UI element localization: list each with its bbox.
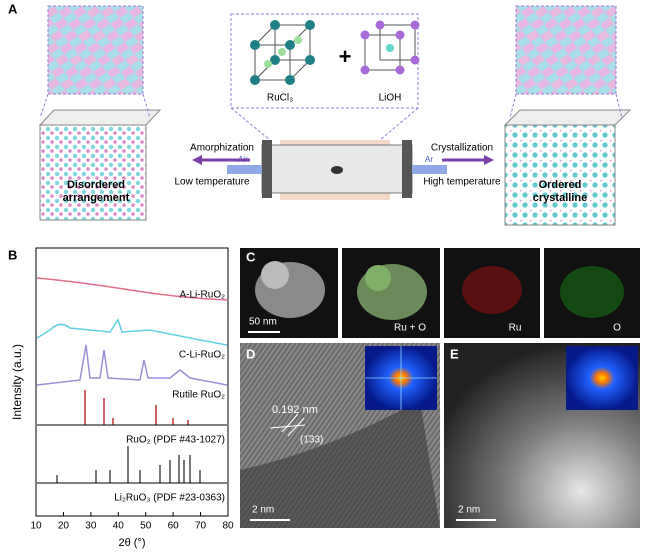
caption: Ordered: [539, 179, 582, 191]
map-label: Ru: [509, 323, 522, 334]
y-axis-label: Intensity (a.u.): [10, 344, 24, 420]
trace-label: A-Li-RuO₂: [179, 290, 225, 301]
process: Amorphization: [190, 143, 254, 154]
trace-label: Li₂RuO₃ (PDF #23-0363): [114, 493, 225, 504]
x-tick-label: 70: [195, 521, 207, 532]
panel-a: A Disordered arrangement RuCl₃ + LiOH Ai…: [8, 1, 632, 226]
panel-label: E: [450, 346, 459, 361]
trace-label: RuO₂ (PDF #43-1027): [126, 435, 225, 446]
map-label: O: [613, 323, 621, 334]
trace-label: Rutile RuO₂: [172, 390, 225, 401]
scale-bar: 50 nm: [249, 317, 277, 328]
gas: Ar: [425, 155, 433, 164]
zoom-box: [47, 5, 144, 95]
panel-b: B A-Li-RuO₂ C-Li-RuO₂ Rutile RuO₂ RuO₂ (…: [8, 247, 234, 548]
box: [38, 109, 162, 126]
x-tick-label: 50: [140, 521, 152, 532]
caption: crystalline: [533, 192, 587, 204]
panel-label: A: [8, 1, 18, 16]
precursor: RuCl₃: [267, 93, 293, 104]
scale-bar: 2 nm: [458, 505, 480, 516]
precursor-box: [230, 13, 419, 109]
trace-label: C-Li-RuO₂: [179, 350, 225, 361]
trace: [36, 318, 228, 346]
condition: High temperature: [423, 177, 501, 188]
trace: [36, 344, 228, 386]
panel-label: D: [246, 346, 255, 361]
x-tick-label: 20: [58, 521, 70, 532]
x-tick-label: 80: [222, 521, 234, 532]
panel-label: B: [8, 247, 17, 262]
plane: (1̄33): [300, 435, 323, 446]
condition: Low temperature: [174, 177, 249, 188]
plus: +: [339, 44, 352, 69]
x-tick-label: 30: [85, 521, 97, 532]
gas-inlet: [227, 165, 262, 174]
panel-d: D 0.192 nm (1̄33) 2 nm: [240, 343, 440, 528]
precursor: LiOH: [379, 93, 402, 104]
map-label: Ru + O: [394, 323, 426, 334]
panel-label: C: [246, 249, 256, 264]
box: [504, 124, 616, 226]
zoom-box: [515, 5, 617, 95]
trace: [36, 277, 228, 301]
x-tick-label: 40: [113, 521, 125, 532]
spacing: 0.192 nm: [272, 404, 318, 416]
x-tick-label: 60: [168, 521, 180, 532]
caption: Disordered: [67, 179, 125, 191]
caption: arrangement: [63, 192, 130, 204]
scale-bar: 2 nm: [252, 505, 274, 516]
gas-inlet: [412, 165, 447, 174]
x-axis-label: 2θ (°): [118, 537, 145, 549]
x-tick-label: 10: [30, 521, 42, 532]
process: Crystallization: [431, 143, 493, 154]
box: [39, 124, 147, 221]
plot-frame: [35, 247, 229, 517]
panel-e: E 2 nm: [444, 343, 640, 528]
panel-c: C 50 nm Ru + O Ru O: [240, 248, 640, 338]
